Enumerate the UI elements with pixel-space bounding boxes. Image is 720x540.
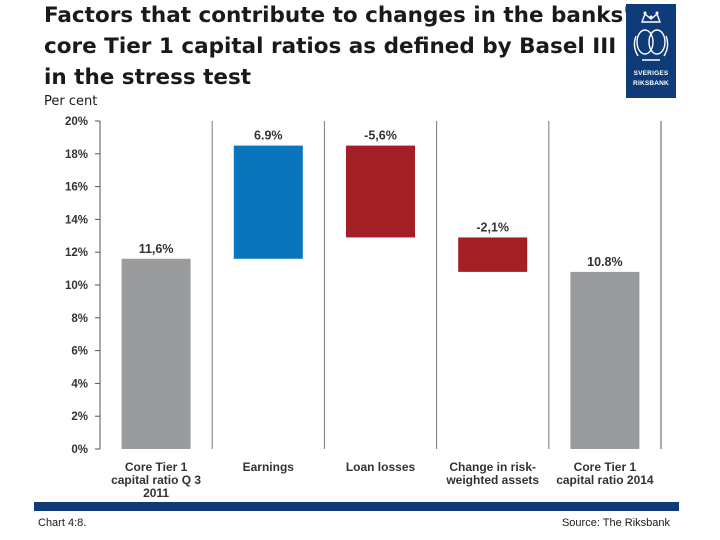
bar (458, 237, 528, 272)
y-axis-unit-label: Per cent (44, 94, 98, 109)
x-tick-label: capital ratio Q 3 (111, 473, 201, 487)
x-tick-label: Change in risk- (449, 460, 536, 474)
bar (233, 145, 303, 259)
bar-data-label: 6.9% (254, 129, 283, 143)
bar (121, 258, 191, 449)
y-tick-label: 14% (65, 214, 88, 226)
y-tick-label: 2% (71, 411, 88, 423)
y-tick-label: 8% (71, 313, 88, 325)
chart-title-line: Factors that contribute to changes in th… (44, 3, 630, 28)
y-tick-label: 6% (71, 346, 88, 358)
y-tick-label: 0% (71, 444, 88, 456)
x-tick-label: capital ratio 2014 (556, 473, 654, 487)
chart-title-line: core Tier 1 capital ratios as defined by… (44, 34, 617, 59)
footer-bar (34, 502, 679, 511)
y-tick-label: 4% (71, 378, 88, 390)
x-tick-label: 2011 (143, 486, 169, 500)
y-axis: 0% 2% 4% 6% 8% 10% 12% 14% 16% 18% 20% (65, 116, 100, 456)
plot-frame (99, 121, 662, 449)
y-tick-label: 20% (65, 116, 88, 128)
logo-text-line2: RIKSBANK (633, 80, 669, 87)
x-tick-label: Loan losses (346, 460, 416, 474)
bar-data-label: -2,1% (476, 220, 509, 234)
riksbank-logo: SVERIGES RIKSBANK (626, 4, 676, 98)
source-note: Source: The Riksbank (561, 517, 670, 529)
x-tick-label: Earnings (243, 460, 295, 474)
chart-title-line: in the stress test (44, 65, 252, 90)
x-tick-label: Core Tier 1 (574, 460, 637, 474)
bar-data-label: 11,6% (139, 242, 174, 256)
x-tick-label: Core Tier 1 (125, 460, 188, 474)
y-tick-label: 16% (65, 182, 88, 194)
x-tick-label: weighted assets (445, 473, 539, 487)
bar (570, 271, 640, 449)
bar-data-label: -5,6% (364, 129, 397, 143)
bar-data-label: 10.8% (587, 255, 622, 269)
y-tick-label: 12% (65, 247, 88, 259)
logo-text-line1: SVERIGES (633, 70, 669, 77)
y-tick-label: 18% (65, 149, 88, 161)
crown-crest-icon (633, 11, 669, 61)
chart-title: Factors that contribute to changes in th… (44, 0, 644, 93)
bars: 11,6% 6.9% -5,6% -2,1% 10.8% (121, 129, 640, 449)
chart-number: Chart 4:8. (38, 517, 87, 529)
bar (346, 145, 415, 238)
y-tick-label: 10% (65, 280, 88, 292)
